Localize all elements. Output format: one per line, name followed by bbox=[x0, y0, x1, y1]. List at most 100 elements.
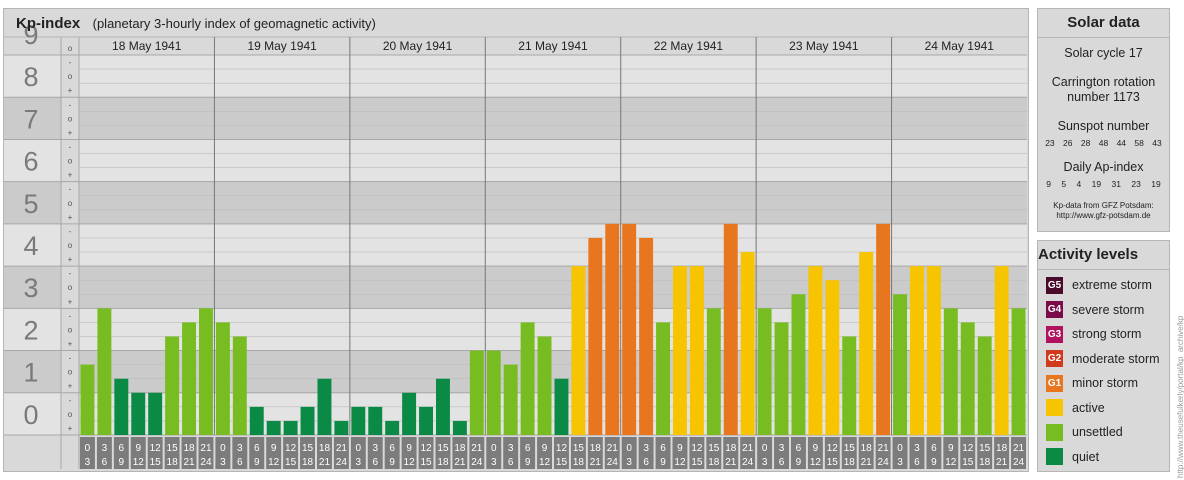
interval-cell bbox=[130, 437, 146, 469]
interval-cell bbox=[232, 437, 248, 469]
level-swatch bbox=[1046, 448, 1063, 465]
interval-end-label: 12 bbox=[268, 457, 280, 468]
interval-cell bbox=[452, 437, 468, 469]
y-tick-label: 8 bbox=[23, 62, 38, 92]
interval-start-label: 12 bbox=[691, 443, 703, 454]
interval-cell bbox=[689, 437, 705, 469]
interval-start-label: 21 bbox=[607, 443, 619, 454]
y-minor-mark: + bbox=[68, 382, 73, 391]
interval-cell bbox=[469, 437, 485, 469]
sunspot-number: 58 bbox=[1134, 138, 1144, 148]
interval-cell bbox=[892, 437, 908, 469]
interval-cell bbox=[333, 437, 349, 469]
interval-start-label: 3 bbox=[372, 443, 378, 454]
interval-cell bbox=[418, 437, 434, 469]
interval-start-label: 9 bbox=[948, 443, 954, 454]
interval-end-label: 18 bbox=[302, 457, 314, 468]
interval-cell bbox=[266, 437, 282, 469]
credit-link[interactable]: http://www.gfz-potsdam.de bbox=[1056, 211, 1151, 220]
interval-end-label: 21 bbox=[861, 457, 873, 468]
interval-end-label: 3 bbox=[491, 457, 497, 468]
kp-bar bbox=[842, 336, 857, 435]
y-minor-mark: + bbox=[68, 171, 73, 180]
kp-bar bbox=[757, 308, 772, 435]
interval-end-label: 6 bbox=[237, 457, 243, 468]
kp-band bbox=[79, 97, 1027, 140]
y-label-band bbox=[4, 97, 61, 140]
y-tick-label: 1 bbox=[23, 358, 38, 388]
interval-start-label: 3 bbox=[102, 443, 108, 454]
interval-end-label: 6 bbox=[643, 457, 649, 468]
chart-header: Kp-index (planetary 3-hourly index of ge… bbox=[16, 15, 376, 33]
kp-bar bbox=[639, 237, 654, 435]
interval-end-label: 12 bbox=[539, 457, 551, 468]
y-minor-mark: - bbox=[69, 142, 72, 151]
interval-cell bbox=[740, 437, 756, 469]
interval-start-label: 12 bbox=[827, 443, 839, 454]
y-tick-label: 0 bbox=[23, 400, 38, 430]
kp-bar bbox=[148, 392, 163, 435]
interval-start-label: 3 bbox=[779, 443, 785, 454]
kp-bar bbox=[977, 336, 992, 435]
level-label: severe storm bbox=[1072, 302, 1145, 317]
y-tick-label: 9 bbox=[23, 20, 38, 50]
interval-start-label: 18 bbox=[319, 443, 331, 454]
kp-bar bbox=[503, 364, 518, 435]
interval-cell bbox=[181, 437, 197, 469]
sunspot-number: 44 bbox=[1116, 138, 1127, 148]
interval-start-label: 9 bbox=[406, 443, 412, 454]
interval-cell bbox=[807, 437, 823, 469]
interval-start-label: 15 bbox=[437, 443, 449, 454]
kp-bar bbox=[80, 364, 95, 435]
solar-data-panel: Solar data Solar cycle 17 Carrington rot… bbox=[1037, 8, 1170, 232]
day-label: 22 May 1941 bbox=[654, 39, 724, 53]
interval-start-label: 9 bbox=[135, 443, 141, 454]
y-tick-label: 6 bbox=[23, 147, 38, 177]
interval-end-label: 12 bbox=[133, 457, 145, 468]
level-row: G4 severe storm bbox=[1046, 300, 1144, 320]
kp-bar bbox=[317, 378, 332, 435]
kp-chart: 18 May 1941 19 May 1941 20 May 1941 21 May … bbox=[4, 20, 1028, 469]
level-label: strong storm bbox=[1072, 327, 1142, 341]
interval-cell bbox=[384, 437, 400, 469]
kp-bar bbox=[266, 420, 281, 435]
kp-bar bbox=[740, 252, 755, 435]
y-minor-mark: + bbox=[68, 340, 73, 349]
interval-end-label: 12 bbox=[810, 457, 822, 468]
interval-end-label: 6 bbox=[914, 457, 920, 468]
kp-bar bbox=[97, 308, 112, 435]
interval-cell bbox=[113, 437, 129, 469]
y-minor-mark: - bbox=[69, 227, 72, 236]
interval-end-label: 9 bbox=[254, 457, 260, 468]
sunspot-title: Sunspot number bbox=[1057, 119, 1150, 133]
level-row: G5 extreme storm bbox=[1046, 275, 1152, 295]
interval-cell bbox=[926, 437, 942, 469]
interval-start-label: 9 bbox=[677, 443, 683, 454]
interval-end-label: 9 bbox=[525, 457, 531, 468]
level-label: unsettled bbox=[1072, 425, 1123, 439]
sunspot-number: 23 bbox=[1045, 138, 1055, 148]
interval-cell bbox=[587, 437, 603, 469]
solar-data-title: Solar data bbox=[1038, 9, 1169, 38]
interval-end-label: 21 bbox=[996, 457, 1008, 468]
interval-cell bbox=[367, 437, 383, 469]
interval-cell bbox=[824, 437, 840, 469]
interval-end-label: 24 bbox=[878, 457, 890, 468]
day-label: 21 May 1941 bbox=[518, 39, 588, 53]
y-label-band bbox=[4, 223, 61, 267]
interval-start-label: 21 bbox=[878, 443, 890, 454]
kp-bar bbox=[452, 420, 467, 435]
interval-cell bbox=[977, 437, 993, 469]
interval-start-label: 0 bbox=[356, 443, 362, 454]
kp-bar bbox=[114, 378, 129, 435]
level-swatch: G2 bbox=[1046, 350, 1063, 367]
interval-end-label: 18 bbox=[437, 457, 449, 468]
interval-start-label: 6 bbox=[796, 443, 802, 454]
interval-cell bbox=[147, 437, 163, 469]
level-swatch: G4 bbox=[1046, 301, 1063, 318]
y-minor-mark: o bbox=[68, 368, 73, 377]
interval-start-label: 21 bbox=[336, 443, 348, 454]
interval-start-label: 18 bbox=[454, 443, 466, 454]
level-label: active bbox=[1072, 400, 1105, 415]
interval-end-label: 12 bbox=[945, 457, 957, 468]
